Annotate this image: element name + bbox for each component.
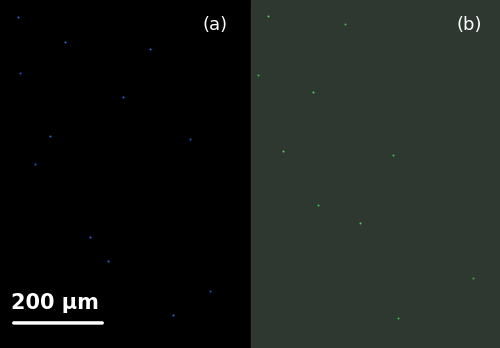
Text: (b): (b) (457, 16, 482, 34)
Text: (a): (a) (202, 16, 228, 34)
Text: 200 μm: 200 μm (11, 293, 99, 313)
Bar (251, 0, 500, 348)
Bar (0, 0, 251, 348)
